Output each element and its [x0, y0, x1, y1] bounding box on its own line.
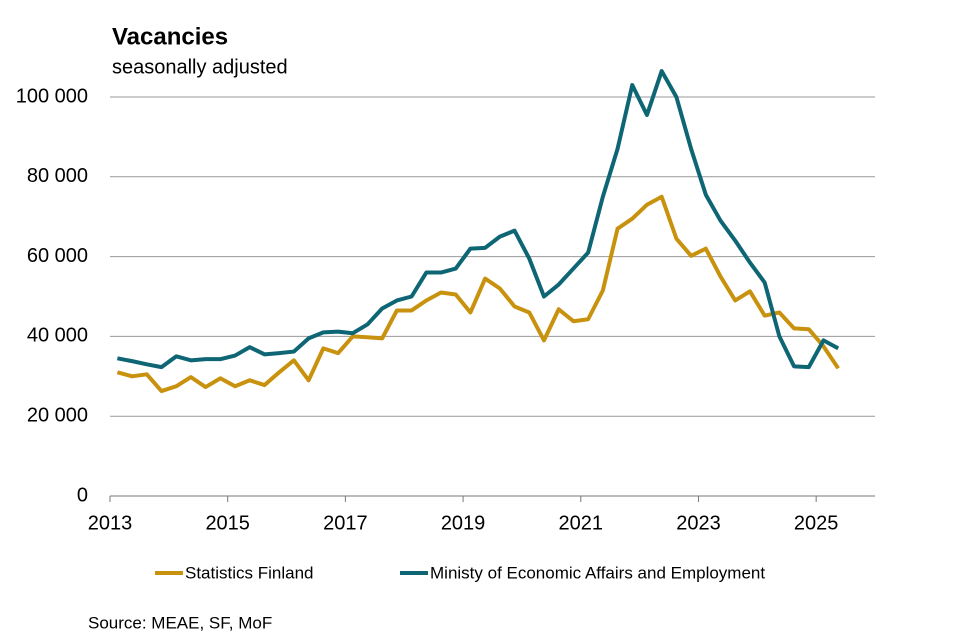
chart-subtitle: seasonally adjusted — [112, 56, 288, 78]
source: Source: MEAE, SF, MoF — [88, 613, 272, 632]
y-tick-label: 20 000 — [27, 404, 88, 426]
legend-label: Ministy of Economic Affairs and Employme… — [430, 563, 765, 582]
y-tick-label: 60 000 — [27, 245, 88, 267]
legend-label: Statistics Finland — [185, 563, 314, 582]
x-tick-label: 2025 — [794, 512, 839, 534]
y-tick-label: 100 000 — [16, 85, 88, 107]
x-tick-label: 2023 — [676, 512, 721, 534]
y-tick-label: 80 000 — [27, 165, 88, 187]
x-tick-label: 2021 — [559, 512, 604, 534]
data-line — [116, 69, 840, 370]
x-tick-label: 2019 — [441, 512, 486, 534]
chart-title: Vacancies — [112, 23, 228, 50]
y-tick-label: 0 — [77, 484, 88, 506]
y-tick-label: 40 000 — [27, 325, 88, 347]
x-tick-label: 2015 — [205, 512, 250, 534]
x-tick-label: 2017 — [323, 512, 368, 534]
data-line — [116, 194, 840, 394]
x-tick-label: 2013 — [88, 512, 133, 534]
